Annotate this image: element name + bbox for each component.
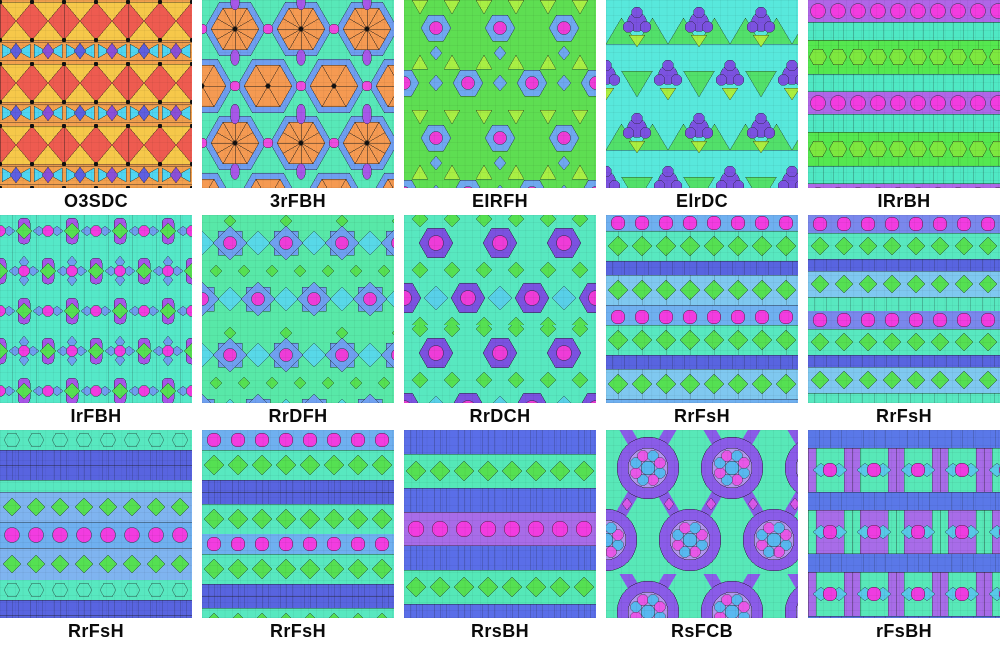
tile-rrdfh: RrDFH [202,215,394,430]
pattern-rrfsh-c-image [0,430,192,618]
tile-label-eirfh: EIRFH [472,191,528,211]
tile-rrsbh: RrsBH [404,430,596,645]
tile-rrfsh-b: RrFsH [808,215,1000,430]
tile-label-3rfbh: 3rFBH [269,191,326,211]
tile-elrdc: ElrDC [606,0,798,215]
tile-label-rrfsh-b: RrFsH [875,406,932,426]
pattern-rrfsh-a-image [606,215,798,403]
tile-label-rrfsh-d: RrFsH [269,621,326,641]
tile-label-rrdfh: RrDFH [268,406,328,426]
tile-label-rfsbh: rFsBH [875,621,932,641]
pattern-rrsbh-image [404,430,596,618]
tile-rrfsh-c: RrFsH [0,430,192,645]
pattern-eirfh-image [404,0,596,188]
tile-label-o3sdc: O3SDC [63,191,128,211]
pattern-irrbh-image [808,0,1000,188]
pattern-rrfsh-d-image [202,430,394,618]
pattern-elrdc-image [606,0,798,188]
tile-label-rrfsh-c: RrFsH [67,621,124,641]
tile-label-rrfsh-a: RrFsH [673,406,730,426]
tile-rsfcb: RsFCB [606,430,798,645]
tile-irrbh: IRrBH [808,0,1000,215]
tile-rfsbh: rFsBH [808,430,1000,645]
tile-label-rrsbh: RrsBH [470,621,529,641]
tile-rrdch: RrDCH [404,215,596,430]
tile-label-elrdc: ElrDC [675,191,728,211]
pattern-3rfbh-image [202,0,394,188]
pattern-o3sdc-image [0,0,192,188]
tile-o3sdc: O3SDC [0,0,192,215]
pattern-irfbh-image [0,215,192,403]
tile-rrfsh-a: RrFsH [606,215,798,430]
tile-label-irfbh: IrFBH [70,406,122,426]
pattern-rfsbh-image [808,430,1000,618]
tile-label-rrdch: RrDCH [469,406,531,426]
tile-rrfsh-d: RrFsH [202,430,394,645]
tile-irfbh: IrFBH [0,215,192,430]
pattern-rrfsh-b-image [808,215,1000,403]
tile-eirfh: EIRFH [404,0,596,215]
pattern-rsfcb-image [606,430,798,618]
pattern-rrdfh-image [202,215,394,403]
pattern-rrdch-image [404,215,596,403]
tile-label-irrbh: IRrBH [877,191,931,211]
tile-3rfbh: 3rFBH [202,0,394,215]
tile-label-rsfcb: RsFCB [670,621,733,641]
